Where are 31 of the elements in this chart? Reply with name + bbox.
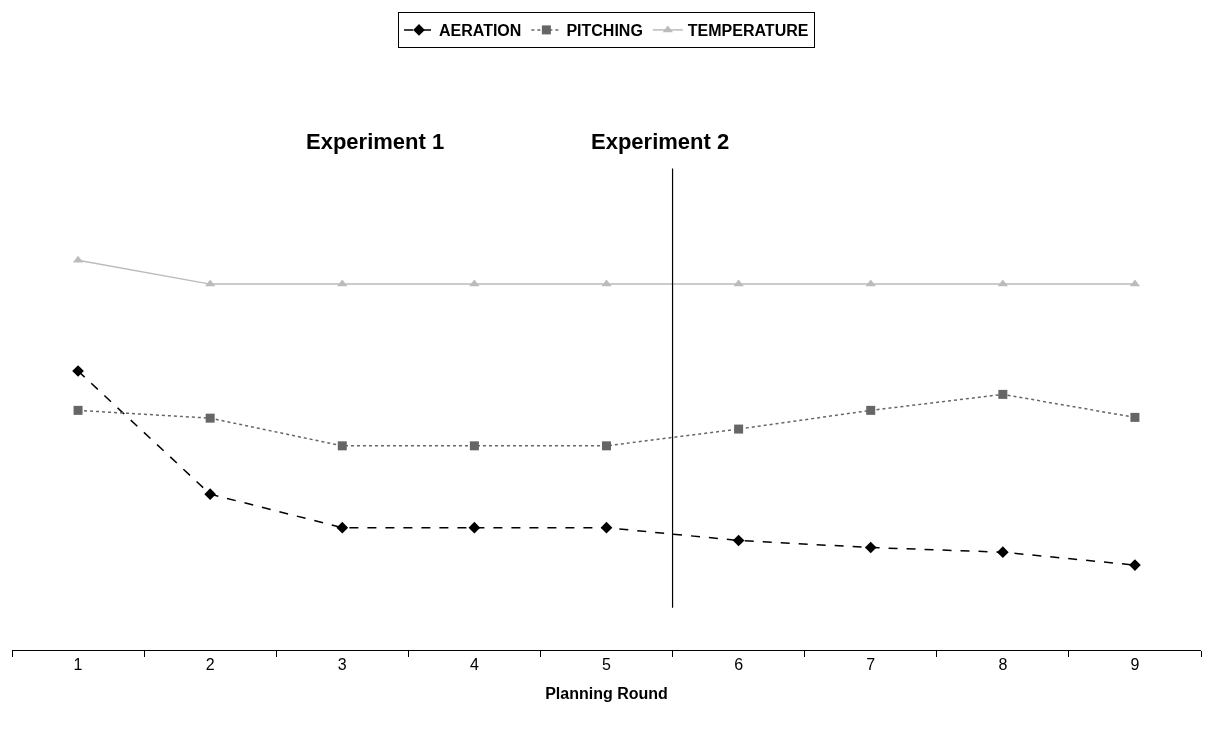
point bbox=[866, 405, 876, 415]
point bbox=[1130, 412, 1140, 422]
point bbox=[996, 546, 1009, 559]
legend-label: PITCHING bbox=[566, 22, 643, 40]
x-tick-label: 6 bbox=[734, 656, 744, 674]
x-axis-title: Planning Round bbox=[545, 684, 668, 702]
x-tick-label: 4 bbox=[469, 656, 479, 674]
legend-label: AERATION bbox=[439, 22, 522, 40]
point bbox=[602, 441, 611, 451]
legend-label: TEMPERATURE bbox=[687, 22, 809, 40]
point bbox=[469, 441, 479, 451]
point bbox=[73, 405, 83, 415]
point bbox=[468, 521, 481, 534]
x-tick-label: 3 bbox=[337, 656, 347, 674]
point bbox=[732, 534, 745, 547]
x-tick-label: 2 bbox=[205, 656, 215, 674]
text: Experiment 2 bbox=[591, 129, 730, 154]
point bbox=[337, 441, 347, 451]
point bbox=[336, 521, 349, 534]
x-tick-label: 5 bbox=[602, 656, 612, 674]
point bbox=[734, 424, 744, 434]
point bbox=[600, 521, 613, 534]
point bbox=[204, 488, 217, 500]
text: Experiment 1 bbox=[306, 129, 445, 154]
point bbox=[998, 389, 1008, 399]
x-tick-label: 7 bbox=[866, 656, 876, 674]
x-tick-label: 1 bbox=[73, 656, 83, 674]
point bbox=[864, 541, 877, 554]
x-tick-label: 9 bbox=[1130, 656, 1140, 674]
point bbox=[205, 413, 215, 423]
x-tick-label: 8 bbox=[998, 656, 1008, 674]
